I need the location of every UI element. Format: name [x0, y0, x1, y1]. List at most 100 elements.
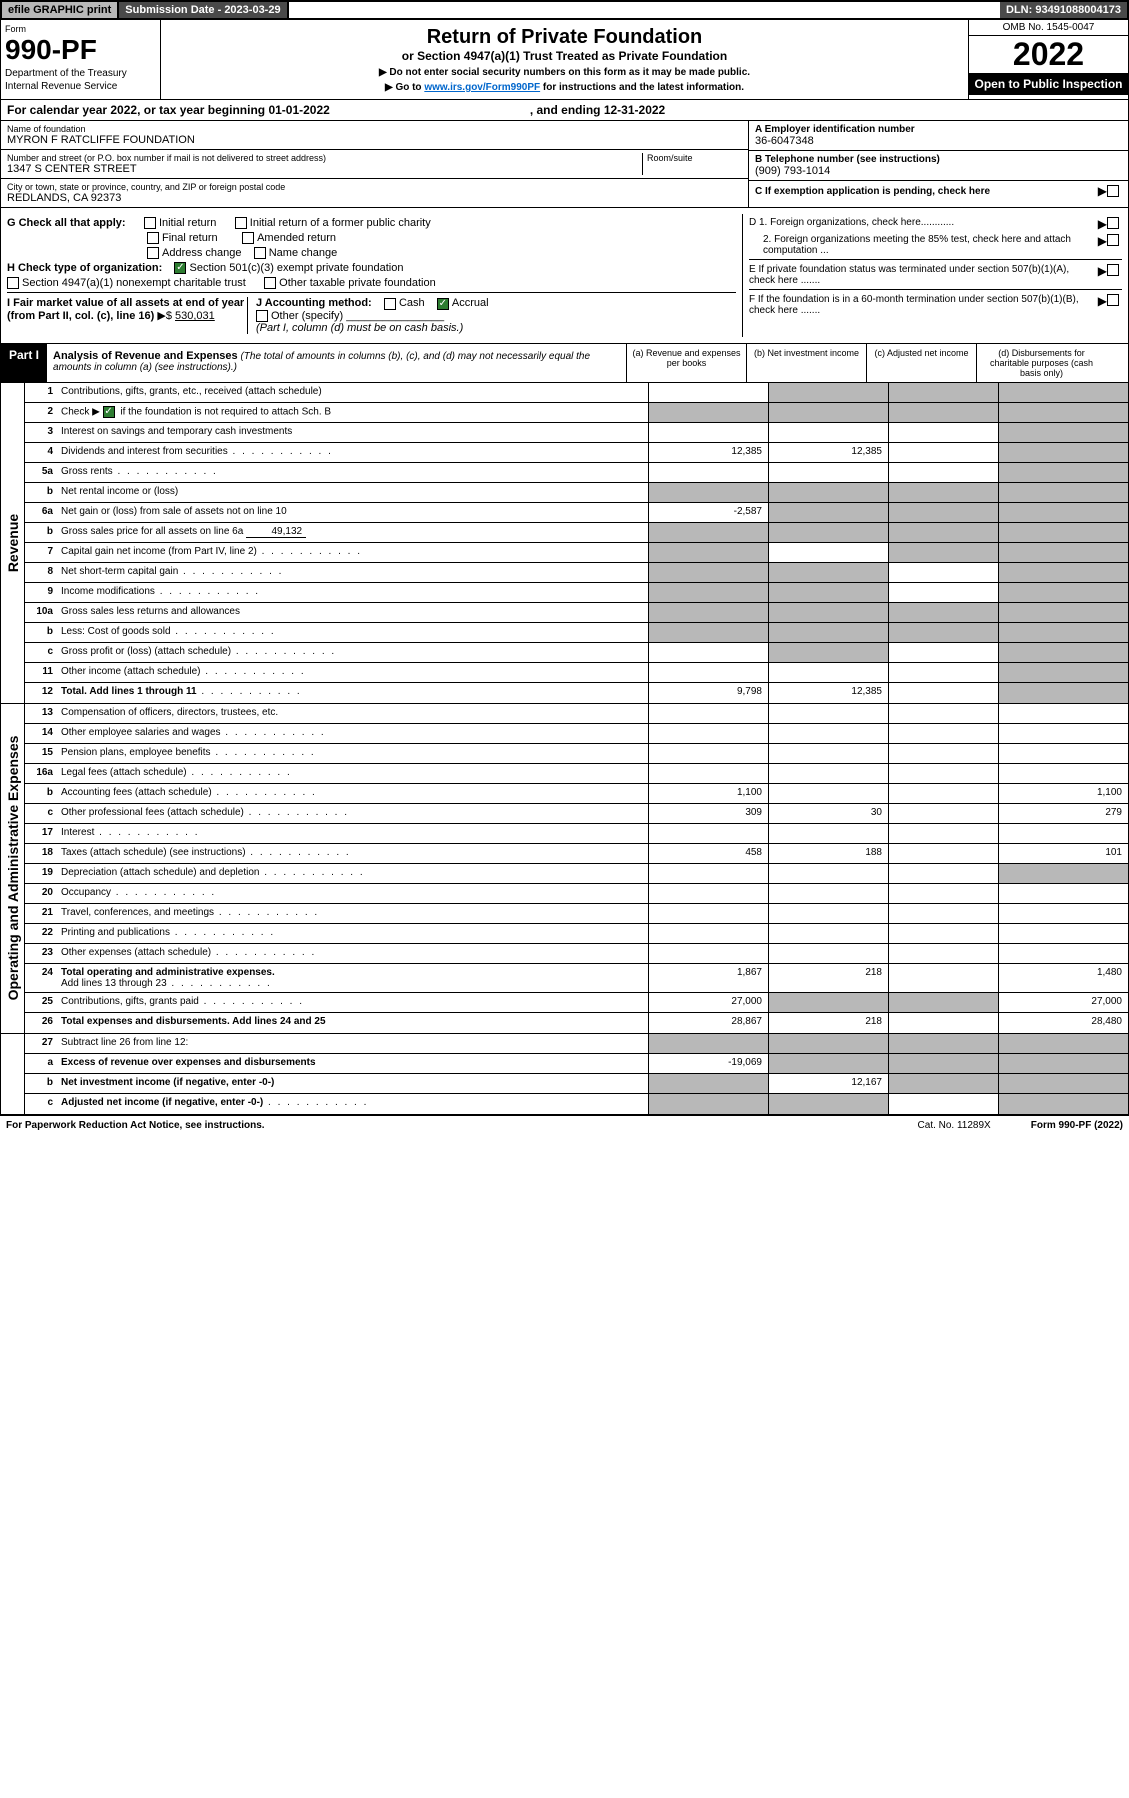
col-b-header: (b) Net investment income — [746, 344, 866, 382]
col-d-header: (d) Disbursements for charitable purpose… — [976, 344, 1106, 382]
form-number: 990-PF — [5, 34, 156, 66]
year-col: OMB No. 1545-0047 2022 Open to Public In… — [968, 20, 1128, 99]
r13: Compensation of officers, directors, tru… — [57, 704, 648, 723]
omb-number: OMB No. 1545-0047 — [969, 20, 1128, 36]
g-label: G Check all that apply: — [7, 217, 126, 229]
c-checkbox[interactable] — [1107, 185, 1119, 197]
g-final-checkbox[interactable] — [147, 232, 159, 244]
revenue-section: Revenue 1Contributions, gifts, grants, e… — [0, 383, 1129, 704]
g-amended-checkbox[interactable] — [242, 232, 254, 244]
r25-a: 27,000 — [648, 993, 768, 1012]
main-title: Return of Private Foundation — [167, 26, 962, 49]
h-other-checkbox[interactable] — [264, 277, 276, 289]
r15: Pension plans, employee benefits — [57, 744, 648, 763]
footer: For Paperwork Reduction Act Notice, see … — [0, 1115, 1129, 1135]
cat-no: Cat. No. 11289X — [918, 1120, 991, 1131]
part1-badge: Part I — [1, 344, 47, 382]
expenses-section: Operating and Administrative Expenses 13… — [0, 704, 1129, 1034]
open-inspection: Open to Public Inspection — [969, 73, 1128, 95]
summary-section: 27Subtract line 26 from line 12: aExcess… — [0, 1034, 1129, 1115]
r20: Occupancy — [57, 884, 648, 903]
e-checkbox[interactable] — [1107, 264, 1119, 276]
irs-label: Internal Revenue Service — [5, 81, 156, 92]
form-id-col: Form 990-PF Department of the Treasury I… — [1, 20, 161, 99]
j-label: J Accounting method: — [256, 297, 372, 309]
instr-2: ▶ Go to www.irs.gov/Form990PF for instru… — [167, 82, 962, 93]
d1-checkbox[interactable] — [1107, 217, 1119, 229]
dln: DLN: 93491088004173 — [1000, 2, 1127, 18]
r16b-d: 1,100 — [998, 784, 1128, 803]
r12-b: 12,385 — [768, 683, 888, 703]
r9: Income modifications — [57, 583, 648, 602]
j-note: (Part I, column (d) must be on cash basi… — [256, 322, 463, 334]
top-bar: efile GRAPHIC print Submission Date - 20… — [0, 0, 1129, 20]
r18: Taxes (attach schedule) (see instruction… — [57, 844, 648, 863]
r5a: Gross rents — [57, 463, 648, 482]
r27c: Adjusted net income (if negative, enter … — [57, 1094, 648, 1114]
r4-b: 12,385 — [768, 443, 888, 462]
g-initial-checkbox[interactable] — [144, 217, 156, 229]
j-other: Other (specify) — [271, 310, 343, 322]
e-label: E If private foundation status was termi… — [749, 264, 1098, 286]
j-accrual-checkbox[interactable] — [437, 298, 449, 310]
r27a: Excess of revenue over expenses and disb… — [57, 1054, 648, 1073]
form-ref: Form 990-PF (2022) — [1031, 1120, 1123, 1131]
r26-a: 28,867 — [648, 1013, 768, 1033]
dept-treasury: Department of the Treasury — [5, 68, 156, 79]
r4-a: 12,385 — [648, 443, 768, 462]
city-label: City or town, state or province, country… — [7, 182, 742, 192]
r24-a: 1,867 — [648, 964, 768, 992]
r27b-b: 12,167 — [768, 1074, 888, 1093]
j-other-checkbox[interactable] — [256, 310, 268, 322]
g-initial-former: Initial return of a former public charit… — [250, 217, 431, 229]
r6b: Gross sales price for all assets on line… — [57, 523, 648, 542]
city-state-zip: REDLANDS, CA 92373 — [7, 192, 742, 204]
h-4947-checkbox[interactable] — [7, 277, 19, 289]
r6a-a: -2,587 — [648, 503, 768, 522]
r16c-d: 279 — [998, 804, 1128, 823]
r27: Subtract line 26 from line 12: — [57, 1034, 648, 1053]
g-name-checkbox[interactable] — [254, 247, 266, 259]
r10a: Gross sales less returns and allowances — [57, 603, 648, 622]
ein-label: A Employer identification number — [755, 124, 1122, 135]
f-label: F If the foundation is in a 60-month ter… — [749, 294, 1098, 316]
i-value: 530,031 — [175, 310, 215, 322]
h-501c3-checkbox[interactable] — [174, 262, 186, 274]
r12: Total. Add lines 1 through 11 — [57, 683, 648, 703]
col-a-header: (a) Revenue and expenses per books — [626, 344, 746, 382]
form-link[interactable]: www.irs.gov/Form990PF — [424, 82, 540, 93]
subtitle: or Section 4947(a)(1) Trust Treated as P… — [167, 49, 962, 63]
instr-2-post: for instructions and the latest informat… — [543, 82, 744, 93]
g-name-change: Name change — [269, 247, 338, 259]
h-501c3: Section 501(c)(3) exempt private foundat… — [189, 262, 403, 274]
r16a: Legal fees (attach schedule) — [57, 764, 648, 783]
form-header: Form 990-PF Department of the Treasury I… — [0, 20, 1129, 100]
j-cash-checkbox[interactable] — [384, 298, 396, 310]
d2-label: 2. Foreign organizations meeting the 85%… — [763, 234, 1098, 256]
tax-year: 2022 — [969, 36, 1128, 73]
g-initial-former-checkbox[interactable] — [235, 217, 247, 229]
g-addr-checkbox[interactable] — [147, 247, 159, 259]
h-label: H Check type of organization: — [7, 262, 162, 274]
r16b: Accounting fees (attach schedule) — [57, 784, 648, 803]
r2-checkbox[interactable] — [103, 406, 115, 418]
ein-value: 36-6047348 — [755, 135, 1122, 147]
r1: Contributions, gifts, grants, etc., rece… — [57, 383, 648, 402]
phone-label: B Telephone number (see instructions) — [755, 154, 1122, 165]
r3: Interest on savings and temporary cash i… — [57, 423, 648, 442]
r19: Depreciation (attach schedule) and deple… — [57, 864, 648, 883]
phone-value: (909) 793-1014 — [755, 165, 1122, 177]
calendar-year-row: For calendar year 2022, or tax year begi… — [0, 100, 1129, 121]
d2-checkbox[interactable] — [1107, 234, 1119, 246]
cal-begin: For calendar year 2022, or tax year begi… — [7, 103, 330, 117]
r10b: Less: Cost of goods sold — [57, 623, 648, 642]
expenses-side-label: Operating and Administrative Expenses — [5, 736, 21, 1001]
r16c: Other professional fees (attach schedule… — [57, 804, 648, 823]
r22: Printing and publications — [57, 924, 648, 943]
f-checkbox[interactable] — [1107, 294, 1119, 306]
r25-d: 27,000 — [998, 993, 1128, 1012]
r6a: Net gain or (loss) from sale of assets n… — [57, 503, 648, 522]
info-grid: Name of foundation MYRON F RATCLIFFE FOU… — [0, 121, 1129, 208]
submission-date: Submission Date - 2023-03-29 — [119, 2, 288, 18]
foundation-name: MYRON F RATCLIFFE FOUNDATION — [7, 134, 742, 146]
